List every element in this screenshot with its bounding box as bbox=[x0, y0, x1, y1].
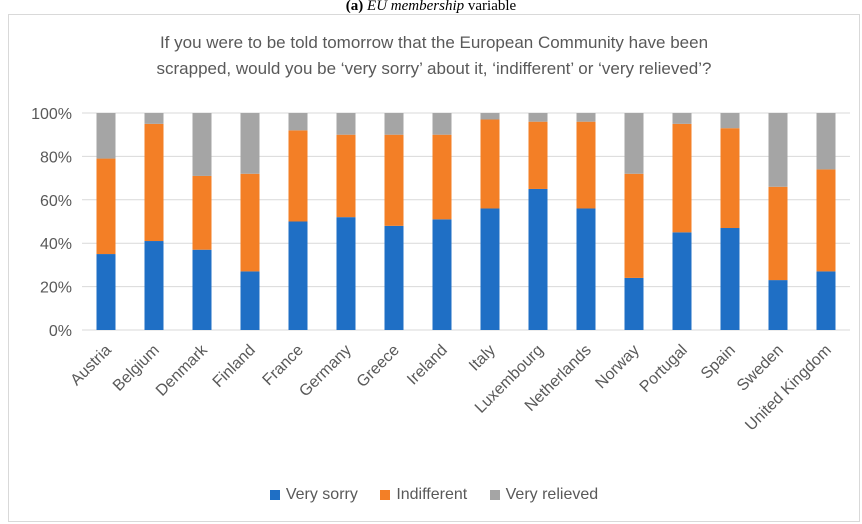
bar-france-indifferent bbox=[288, 130, 308, 222]
bar-belgium-indifferent bbox=[144, 123, 164, 242]
caption-variable: EU membership bbox=[367, 0, 465, 14]
legend-item-very-relieved: Very relieved bbox=[489, 486, 599, 504]
legend-swatch-very-sorry bbox=[269, 490, 280, 500]
bar-denmark-very-sorry bbox=[192, 249, 212, 330]
bar-spain-very-relieved bbox=[720, 113, 740, 129]
x-tick-label-ireland: Ireland bbox=[404, 342, 451, 389]
caption-label: (a) bbox=[345, 0, 364, 14]
bar-belgium-very-relieved bbox=[144, 113, 164, 124]
bar-finland-indifferent bbox=[240, 173, 260, 272]
bar-denmark-indifferent bbox=[192, 175, 212, 250]
bar-portugal-indifferent bbox=[672, 123, 692, 233]
bar-austria-very-sorry bbox=[96, 254, 116, 330]
y-tick-label-40: 40% bbox=[40, 236, 72, 253]
bar-ireland-indifferent bbox=[432, 134, 452, 220]
bar-greece-very-relieved bbox=[384, 113, 404, 135]
bar-belgium-very-sorry bbox=[144, 241, 164, 330]
bar-portugal-very-relieved bbox=[672, 113, 692, 124]
bar-ireland-very-sorry bbox=[432, 219, 452, 330]
bar-germany-very-sorry bbox=[336, 217, 356, 330]
bar-spain-indifferent bbox=[720, 128, 740, 229]
x-tick-label-austria: Austria bbox=[68, 342, 115, 389]
legend-label-indifferent: Indifferent bbox=[396, 486, 468, 503]
bar-italy-indifferent bbox=[480, 119, 500, 209]
x-tick-label-portugal: Portugal bbox=[637, 342, 691, 396]
chart-title: If you were to be told tomorrow that the… bbox=[8, 30, 860, 82]
y-tick-label-80: 80% bbox=[40, 149, 72, 166]
x-tick-label-germany: Germany bbox=[296, 342, 355, 401]
bar-luxembourg-indifferent bbox=[528, 121, 548, 189]
legend-label-very-sorry: Very sorry bbox=[285, 486, 358, 503]
bar-netherlands-very-relieved bbox=[576, 113, 596, 122]
chart-legend: Very sorry Indifferent Very relieved bbox=[8, 486, 860, 505]
bar-luxembourg-very-relieved bbox=[528, 113, 548, 122]
legend-item-indifferent: Indifferent bbox=[380, 486, 467, 504]
x-tick-label-norway: Norway bbox=[592, 342, 642, 392]
x-tick-label-united-kingdom: United Kingdom bbox=[742, 342, 835, 435]
legend-item-very-sorry: Very sorry bbox=[269, 486, 358, 504]
y-tick-label-0: 0% bbox=[49, 323, 72, 340]
y-tick-label-100: 100% bbox=[31, 106, 72, 123]
bar-italy-very-relieved bbox=[480, 113, 500, 120]
bar-austria-indifferent bbox=[96, 158, 116, 255]
bar-ireland-very-relieved bbox=[432, 113, 452, 135]
x-tick-label-denmark: Denmark bbox=[153, 341, 212, 400]
x-tick-label-finland: Finland bbox=[210, 342, 259, 391]
x-tick-label-italy: Italy bbox=[466, 342, 499, 375]
x-tick-label-spain: Spain bbox=[698, 342, 739, 383]
y-tick-label-60: 60% bbox=[40, 193, 72, 210]
bar-greece-indifferent bbox=[384, 134, 404, 226]
bar-norway-indifferent bbox=[624, 173, 644, 278]
x-tick-label-france: France bbox=[260, 342, 307, 389]
bar-sweden-very-sorry bbox=[768, 280, 788, 330]
bar-spain-very-sorry bbox=[720, 228, 740, 330]
bar-germany-indifferent bbox=[336, 134, 356, 218]
bar-luxembourg-very-sorry bbox=[528, 188, 548, 330]
bar-italy-very-sorry bbox=[480, 208, 500, 330]
bar-france-very-relieved bbox=[288, 113, 308, 131]
bar-france-very-sorry bbox=[288, 221, 308, 330]
bar-united-kingdom-indifferent bbox=[816, 169, 836, 272]
bar-netherlands-very-sorry bbox=[576, 208, 596, 330]
x-tick-label-greece: Greece bbox=[354, 342, 403, 391]
bar-portugal-very-sorry bbox=[672, 232, 692, 330]
bar-united-kingdom-very-sorry bbox=[816, 271, 836, 330]
bar-austria-very-relieved bbox=[96, 113, 116, 159]
chart-title-line-2: scrapped, would you be ‘very sorry’ abou… bbox=[156, 59, 712, 78]
bar-denmark-very-relieved bbox=[192, 113, 212, 176]
bar-norway-very-relieved bbox=[624, 113, 644, 174]
bar-norway-very-sorry bbox=[624, 277, 644, 330]
chart-title-line-1: If you were to be told tomorrow that the… bbox=[159, 33, 709, 52]
figure-caption: (a) EU membership variable bbox=[0, 0, 862, 20]
bar-sweden-very-relieved bbox=[768, 113, 788, 187]
bar-finland-very-sorry bbox=[240, 271, 260, 330]
bar-finland-very-relieved bbox=[240, 113, 260, 174]
y-tick-label-20: 20% bbox=[40, 280, 72, 297]
caption-suffix: variable bbox=[464, 0, 517, 14]
bar-sweden-indifferent bbox=[768, 186, 788, 281]
legend-label-very-relieved: Very relieved bbox=[505, 486, 599, 503]
bar-germany-very-relieved bbox=[336, 113, 356, 135]
legend-swatch-indifferent bbox=[380, 490, 391, 500]
bar-united-kingdom-very-relieved bbox=[816, 113, 836, 170]
bar-netherlands-indifferent bbox=[576, 121, 596, 209]
bar-greece-very-sorry bbox=[384, 225, 404, 330]
legend-swatch-very-relieved bbox=[489, 490, 500, 500]
